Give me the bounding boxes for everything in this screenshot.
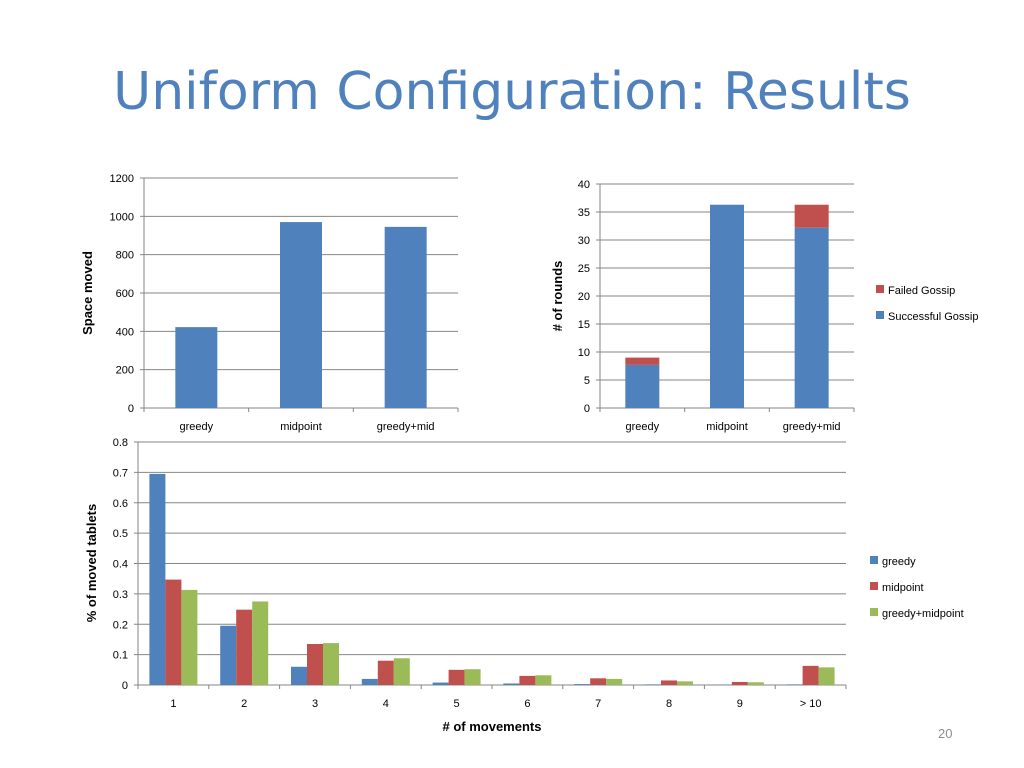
space-moved-ytick-label: 400 (116, 326, 134, 338)
movements-legend-label: midpoint (882, 582, 924, 594)
rounds-ytick-label: 30 (578, 235, 590, 247)
space-moved-category-label: midpoint (280, 421, 322, 433)
movements-bar-greedy-midpoint (818, 667, 835, 685)
movements-bar-greedy-midpoint (677, 681, 693, 685)
rounds-bar-successful-gossip (710, 204, 744, 408)
movements-bar-greedy (361, 678, 378, 685)
movements-bar-greedy-midpoint (393, 658, 410, 685)
movements-category-label: 2 (241, 698, 247, 710)
movements-bar-midpoint (802, 665, 819, 685)
movements-bar-greedy (574, 684, 591, 685)
movements-legend-swatch (870, 582, 878, 590)
movements-bar-greedy-midpoint (747, 682, 764, 685)
movements-ytick-label: 0.7 (113, 467, 128, 479)
space-moved-ytick-label: 1000 (110, 211, 134, 223)
movements-ytick-label: 0 (122, 680, 128, 692)
rounds-category-label: greedy+mid (783, 421, 841, 433)
movements-bar-greedy (291, 666, 307, 685)
space-moved-ytick-label: 0 (128, 403, 134, 415)
movements-ytick-label: 0.8 (113, 437, 128, 449)
space-moved-ytick-label: 1200 (110, 173, 134, 185)
rounds-ytick-label: 25 (578, 263, 590, 275)
movements-ytick-label: 0.5 (113, 528, 128, 540)
movements-bar-greedy-midpoint (252, 601, 269, 685)
movements-category-label: 8 (666, 698, 672, 710)
rounds-ytick-label: 10 (578, 347, 590, 359)
space-moved-ytick-label: 800 (116, 250, 134, 262)
movements-bar-greedy-midpoint (606, 678, 623, 685)
rounds-bar-failed-gossip (794, 204, 829, 228)
space-moved-category-label: greedy+mid (377, 421, 435, 433)
space-moved-y-axis-title: Space moved (80, 251, 95, 335)
rounds-ytick-label: 40 (578, 179, 590, 191)
movements-bar-midpoint (448, 669, 465, 685)
movements-legend-label: greedy+midpoint (882, 608, 964, 620)
movements-bar-greedy (432, 682, 449, 685)
rounds-legend-swatch (876, 311, 884, 319)
space-moved-bar-value (280, 222, 322, 408)
rounds-ytick-label: 0 (584, 403, 590, 415)
movements-x-axis-title: # of movements (443, 719, 542, 734)
movements-bar-greedy-midpoint (535, 675, 552, 685)
rounds-legend-label: Failed Gossip (888, 285, 955, 297)
rounds-ytick-label: 20 (578, 291, 590, 303)
rounds-bar-failed-gossip (625, 357, 660, 365)
movements-bar-greedy (503, 683, 520, 685)
movements-category-label: 6 (524, 698, 530, 710)
space-moved-bar-value (384, 226, 427, 408)
rounds-bar-successful-gossip (794, 227, 829, 408)
movements-bar-midpoint (731, 681, 748, 685)
movements-bar-midpoint (519, 675, 536, 685)
rounds-y-axis-title: # of rounds (550, 261, 565, 332)
rounds-legend-label: Successful Gossip (888, 311, 978, 323)
movements-category-label: 9 (737, 698, 743, 710)
movements-category-label: 7 (595, 698, 601, 710)
rounds-ytick-label: 35 (578, 207, 590, 219)
space-moved-bar-value (175, 327, 218, 408)
movements-category-label: 3 (312, 698, 318, 710)
movements-bar-midpoint (661, 680, 677, 685)
movements-bar-greedy (220, 625, 237, 685)
movements-legend-label: greedy (882, 556, 916, 568)
space-moved-ytick-label: 200 (116, 365, 134, 377)
movements-bar-greedy-midpoint (323, 643, 339, 685)
movements-bar-midpoint (377, 660, 394, 685)
movements-ytick-label: 0.3 (113, 589, 128, 601)
movements-legend-swatch (870, 556, 878, 564)
slide-title: Uniform Configuration: Results (113, 62, 911, 122)
movements-category-label: 5 (454, 698, 460, 710)
movements-y-axis-title: % of moved tablets (84, 504, 99, 622)
page-number: 20 (938, 726, 953, 741)
movements-ytick-label: 0.2 (113, 619, 128, 631)
space-moved-ytick-label: 600 (116, 288, 134, 300)
movements-bar-midpoint (590, 678, 607, 685)
movements-bar-midpoint (236, 609, 253, 685)
movements-bar-midpoint (165, 579, 182, 685)
movements-ytick-label: 0.6 (113, 498, 128, 510)
movements-bar-greedy (645, 684, 661, 685)
movements-bar-greedy (149, 473, 166, 685)
movements-category-label: > 10 (800, 698, 822, 710)
movements-bar-greedy (786, 684, 803, 685)
rounds-legend-swatch (876, 285, 884, 293)
space-moved-category-label: greedy (180, 421, 214, 433)
rounds-bar-successful-gossip (625, 364, 660, 408)
movements-bar-midpoint (307, 643, 323, 685)
movements-bar-greedy-midpoint (464, 669, 481, 685)
movements-category-label: 4 (383, 698, 389, 710)
movements-ytick-label: 0.1 (113, 650, 128, 662)
movements-ytick-label: 0.4 (113, 559, 128, 571)
rounds-ytick-label: 15 (578, 319, 590, 331)
rounds-category-label: greedy (626, 421, 660, 433)
rounds-category-label: midpoint (706, 421, 748, 433)
movements-legend-swatch (870, 608, 878, 616)
movements-bar-greedy-midpoint (181, 589, 198, 685)
movements-category-label: 1 (170, 698, 176, 710)
rounds-ytick-label: 5 (584, 375, 590, 387)
